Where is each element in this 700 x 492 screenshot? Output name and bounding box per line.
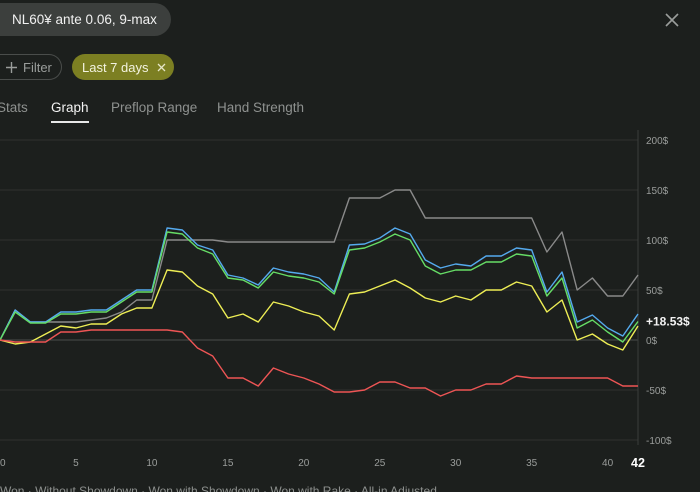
tab-preflop-range[interactable]: Preflop Range xyxy=(111,100,198,115)
legend-strip: Won · Without Showdown · Won with Showdo… xyxy=(0,484,700,492)
profit-graph: 200$ 150$ 100$ 50$ 0$ -50$ -100$ 0 5 10 15 20 25 30 35… xyxy=(0,130,690,470)
filter-button[interactable]: Filter xyxy=(0,54,62,80)
y-tick-label: 150$ xyxy=(646,186,669,197)
x-tick-label: 25 xyxy=(374,458,386,469)
x-tick-label: 15 xyxy=(222,458,234,469)
x-last-label: 42 xyxy=(631,456,645,470)
filter-label: Filter xyxy=(23,59,52,75)
x-tick-label: 5 xyxy=(73,458,79,469)
x-tick-label: 20 xyxy=(298,458,310,469)
series-line-0 xyxy=(0,189,639,341)
close-button[interactable] xyxy=(660,8,684,32)
end-value-label: +18.53$ xyxy=(646,314,690,328)
game-title-pill: NL60¥ ante 0.06, 9-max xyxy=(0,3,171,36)
tab-hand-strength[interactable]: Hand Strength xyxy=(217,100,305,115)
x-tick-label: 40 xyxy=(602,458,614,469)
tab-graph[interactable]: Graph xyxy=(51,100,89,123)
y-tick-label: 100$ xyxy=(646,236,669,247)
plus-icon xyxy=(6,61,17,73)
series-line-1 xyxy=(0,227,639,341)
close-small-icon[interactable] xyxy=(157,63,166,72)
y-tick-label: 200$ xyxy=(646,136,669,147)
x-tick-label: 0 xyxy=(0,458,6,469)
series-line-4 xyxy=(0,329,638,397)
legend-strip-text: Won · Without Showdown · Won with Showdo… xyxy=(0,484,437,492)
y-tick-label: -50$ xyxy=(646,386,666,397)
game-title: NL60¥ ante 0.06, 9-max xyxy=(12,12,157,27)
x-tick-label: 35 xyxy=(526,458,538,469)
y-tick-label: 50$ xyxy=(646,286,663,297)
date-range-label: Last 7 days xyxy=(82,59,149,75)
date-range-chip[interactable]: Last 7 days xyxy=(72,54,174,80)
x-tick-label: 30 xyxy=(450,458,462,469)
series-line-2 xyxy=(0,231,639,343)
x-tick-label: 10 xyxy=(146,458,158,469)
tab-stats[interactable]: Stats xyxy=(0,100,28,115)
series-line-3 xyxy=(0,269,639,351)
y-tick-label: -100$ xyxy=(646,436,672,447)
close-icon xyxy=(665,13,679,27)
y-tick-label: 0$ xyxy=(646,336,658,347)
